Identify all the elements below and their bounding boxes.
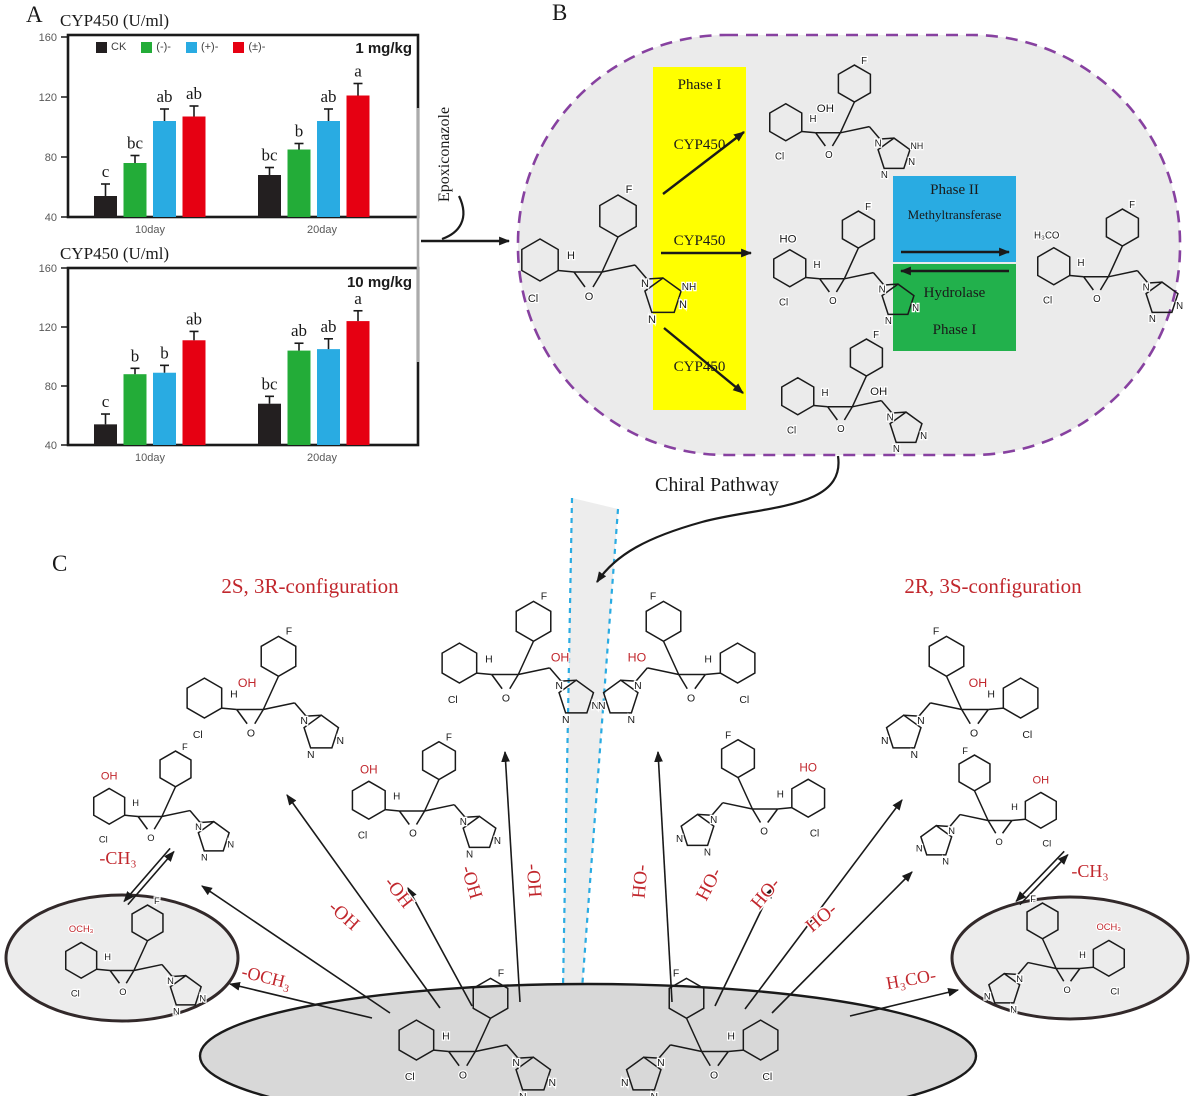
chiral-pathway-label: Chiral Pathway <box>655 474 779 496</box>
cyp450-label-1: CYP450 <box>673 137 726 153</box>
significance-letter: a <box>354 62 362 81</box>
y-tick-label: 160 <box>39 263 57 275</box>
x-category-label: 20day <box>307 452 337 464</box>
y-tick-label: 80 <box>45 152 57 164</box>
bar-(+)--10day <box>153 121 176 217</box>
metabolism-region <box>516 33 1182 457</box>
phase1-title: Phase I <box>677 77 722 93</box>
bar-CK-10day <box>94 196 117 217</box>
y-tick-label: 80 <box>45 381 57 393</box>
bar-(-)--20day <box>287 149 311 217</box>
significance-letter: a <box>354 289 362 308</box>
significance-letter: ab <box>291 321 307 340</box>
x-category-label: 20day <box>307 224 337 236</box>
left-configuration-label: 2S, 3R-configuration <box>221 574 399 598</box>
hydrolase-phase-label: Phase I <box>932 322 977 338</box>
chart1-legend: CK (-)- (+)- (±)- <box>96 41 265 53</box>
x-category-label: 10day <box>135 452 165 464</box>
significance-letter: b <box>131 346 140 365</box>
significance-letter: b <box>160 343 169 362</box>
hydrolase-box: Hydrolase Phase I <box>893 264 1016 351</box>
significance-letter: c <box>102 392 110 411</box>
legend-swatch <box>185 41 197 53</box>
phase2-title: Phase II <box>930 182 979 198</box>
significance-letter: bc <box>127 134 144 153</box>
legend-item: CK <box>96 41 126 53</box>
significance-letter: ab <box>320 317 336 336</box>
bar-(±)--10day <box>182 340 206 445</box>
significance-letter: b <box>295 122 304 141</box>
y-tick-label: 40 <box>45 440 57 452</box>
cyp450-label-2: CYP450 <box>673 233 726 249</box>
right-methoxy-ellipse <box>950 895 1190 1021</box>
bar-(±)--20day <box>346 321 370 445</box>
significance-letter: ab <box>186 309 202 328</box>
left-methoxy-ellipse <box>4 893 240 1023</box>
significance-letter: bc <box>261 146 278 165</box>
hydrolase-label: Hydrolase <box>923 285 986 301</box>
significance-letter: c <box>102 162 110 181</box>
legend-label: CK <box>111 41 127 53</box>
legend-swatch <box>96 41 107 53</box>
legend-label: (-)- <box>156 41 171 53</box>
y-tick-label: 40 <box>45 212 57 224</box>
bar-(-)--10day <box>123 374 147 445</box>
legend-item: (+)- <box>185 41 219 53</box>
bar-CK-20day <box>258 175 281 217</box>
significance-letter: ab <box>156 87 172 106</box>
y-tick-label: 120 <box>39 322 57 334</box>
methyltransferase-label: Methyltransferase <box>907 207 1002 222</box>
significance-letter: ab <box>186 84 202 103</box>
legend-item: (-)- <box>141 41 171 53</box>
phase2-box: Phase II Methyltransferase <box>893 176 1016 262</box>
bar-(+)--20day <box>317 349 340 445</box>
panel-a-label: A <box>26 2 43 27</box>
epoxiconazole-label: Epoxiconazole <box>436 106 453 202</box>
legend-item: (±)- <box>233 41 265 53</box>
x-category-label: 10day <box>135 224 165 236</box>
significance-letter: ab <box>320 87 336 106</box>
chart1-dose-label: 1 mg/kg <box>355 40 412 57</box>
bar-(±)--20day <box>346 95 370 217</box>
bar-(±)--10day <box>182 116 206 217</box>
bar-(+)--20day <box>317 121 340 217</box>
bar-(-)--10day <box>123 163 147 217</box>
bar-CK-10day <box>94 424 117 445</box>
phase1-box: Phase I CYP450 CYP450 CYP450 <box>653 67 746 410</box>
chart2-dose-label: 10 mg/kg <box>346 274 412 291</box>
bar-(-)--20day <box>287 350 311 445</box>
y-tick-label: 160 <box>39 32 57 44</box>
bar-(+)--10day <box>153 372 176 445</box>
bar-CK-20day <box>258 403 281 445</box>
legend-swatch <box>233 41 245 53</box>
right-configuration-label: 2R, 3S-configuration <box>904 574 1082 598</box>
racemate-ellipse <box>198 982 978 1096</box>
y-tick-label: 120 <box>39 92 57 104</box>
mirror-plane <box>561 498 618 1096</box>
panel-b-label: B <box>552 0 568 25</box>
cyp450-label-3: CYP450 <box>673 359 726 375</box>
panel-c-label: C <box>52 551 68 576</box>
legend-swatch <box>141 41 153 53</box>
legend-label: (+)- <box>200 41 219 53</box>
legend-label: (±)- <box>248 41 266 53</box>
chart1-title: CYP450 (U/ml) <box>60 11 170 30</box>
significance-letter: bc <box>261 374 278 393</box>
chart2-title: CYP450 (U/ml) <box>60 244 170 263</box>
